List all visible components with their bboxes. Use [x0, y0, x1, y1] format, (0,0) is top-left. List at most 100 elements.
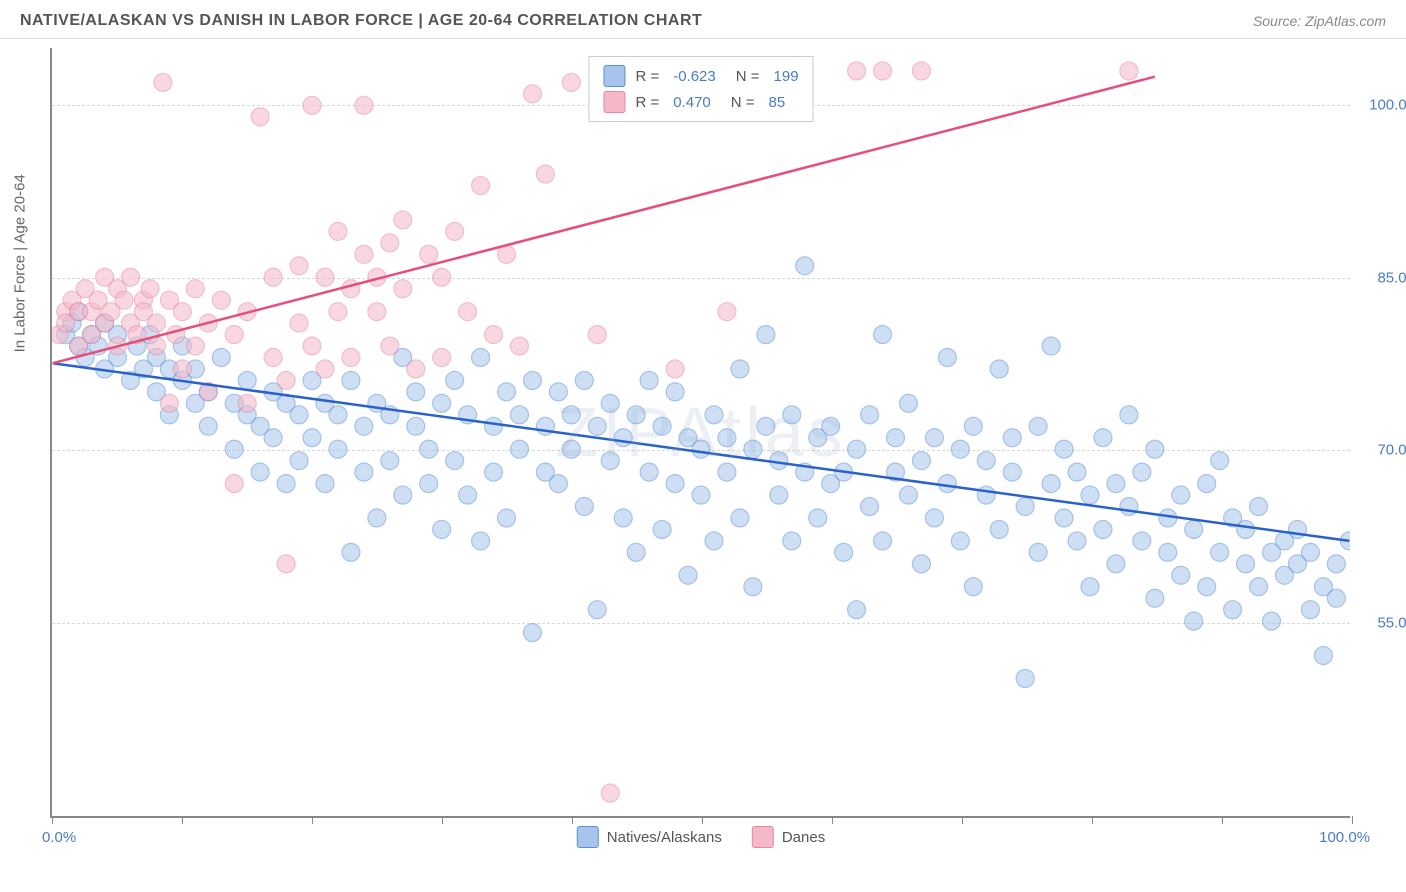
data-point	[1185, 612, 1203, 630]
data-point	[141, 280, 159, 298]
data-point	[640, 371, 658, 389]
x-min-label: 0.0%	[42, 829, 76, 846]
data-point	[783, 406, 801, 424]
data-point	[601, 452, 619, 470]
scatter-svg	[52, 48, 1350, 816]
data-point	[796, 257, 814, 275]
data-point	[381, 337, 399, 355]
data-point	[264, 429, 282, 447]
data-point	[653, 417, 671, 435]
legend-n-value: 199	[774, 68, 799, 85]
data-point	[368, 303, 386, 321]
data-point	[1081, 578, 1099, 596]
data-point	[446, 371, 464, 389]
data-point	[1224, 601, 1242, 619]
data-point	[342, 543, 360, 561]
data-point	[394, 211, 412, 229]
data-point	[329, 303, 347, 321]
data-point	[718, 429, 736, 447]
data-point	[1107, 555, 1125, 573]
data-point	[498, 509, 516, 527]
data-point	[342, 280, 360, 298]
series-name: Danes	[782, 829, 825, 846]
x-tick	[572, 816, 573, 824]
data-point	[549, 475, 567, 493]
data-point	[640, 463, 658, 481]
data-point	[1042, 475, 1060, 493]
data-point	[718, 303, 736, 321]
data-point	[523, 624, 541, 642]
data-point	[277, 371, 295, 389]
data-point	[355, 245, 373, 263]
data-point	[264, 268, 282, 286]
data-point	[990, 360, 1008, 378]
data-point	[627, 543, 645, 561]
data-point	[316, 475, 334, 493]
data-point	[692, 440, 710, 458]
data-point	[290, 452, 308, 470]
data-point	[1016, 498, 1034, 516]
data-point	[147, 337, 165, 355]
series-legend: Natives/Alaskans Danes	[577, 826, 825, 848]
data-point	[290, 314, 308, 332]
data-point	[407, 360, 425, 378]
data-point	[1016, 669, 1034, 687]
data-point	[472, 532, 490, 550]
data-point	[160, 394, 178, 412]
data-point	[1068, 532, 1086, 550]
data-point	[899, 486, 917, 504]
x-tick	[702, 816, 703, 824]
data-point	[510, 337, 528, 355]
data-point	[977, 486, 995, 504]
data-point	[225, 440, 243, 458]
data-point	[290, 257, 308, 275]
data-point	[964, 578, 982, 596]
chart-area: In Labor Force | Age 20-64 ZIPAtlas R = …	[50, 48, 1350, 818]
data-point	[446, 222, 464, 240]
legend-swatch	[577, 826, 599, 848]
data-point	[1107, 475, 1125, 493]
data-point	[1327, 589, 1345, 607]
plot-region: ZIPAtlas R = -0.623 N = 199 R = 0.470 N …	[50, 48, 1350, 818]
data-point	[1068, 463, 1086, 481]
data-point	[874, 62, 892, 80]
data-point	[342, 371, 360, 389]
data-point	[588, 601, 606, 619]
data-point	[938, 349, 956, 367]
data-point	[536, 165, 554, 183]
data-point	[848, 62, 866, 80]
data-point	[705, 532, 723, 550]
data-point	[523, 85, 541, 103]
data-point	[316, 268, 334, 286]
data-point	[225, 475, 243, 493]
data-point	[575, 371, 593, 389]
data-point	[614, 429, 632, 447]
legend-r-label: R =	[635, 68, 659, 85]
data-point	[977, 452, 995, 470]
data-point	[666, 360, 684, 378]
x-tick	[182, 816, 183, 824]
data-point	[614, 509, 632, 527]
data-point	[848, 440, 866, 458]
data-point	[381, 452, 399, 470]
x-tick	[312, 816, 313, 824]
data-point	[874, 326, 892, 344]
data-point	[562, 406, 580, 424]
data-point	[874, 532, 892, 550]
data-point	[238, 371, 256, 389]
data-point	[588, 326, 606, 344]
x-tick	[1092, 816, 1093, 824]
data-point	[303, 429, 321, 447]
source-attribution: Source: ZipAtlas.com	[1253, 13, 1386, 29]
data-point	[433, 268, 451, 286]
data-point	[1146, 589, 1164, 607]
data-point	[822, 417, 840, 435]
data-point	[251, 108, 269, 126]
data-point	[925, 429, 943, 447]
data-point	[238, 394, 256, 412]
data-point	[627, 406, 645, 424]
data-point	[679, 566, 697, 584]
data-point	[277, 555, 295, 573]
data-point	[420, 245, 438, 263]
data-point	[562, 73, 580, 91]
